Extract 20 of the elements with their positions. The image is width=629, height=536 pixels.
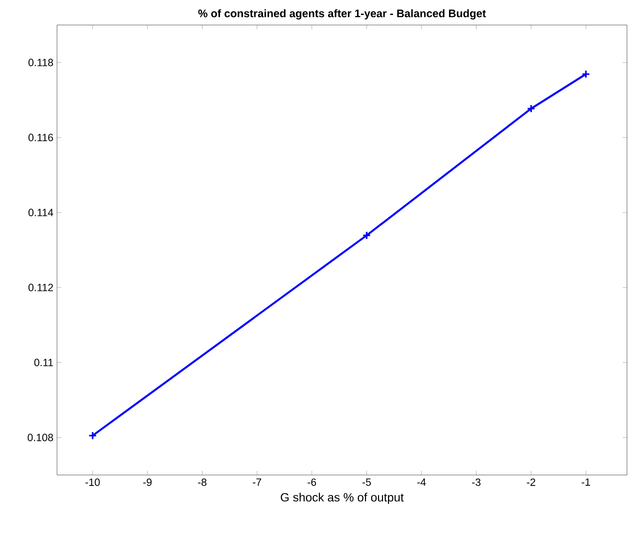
x-tick-label: -2 [526, 478, 536, 486]
x-tick-label: -10 [86, 478, 100, 486]
y-tick-label: 0.114 [28, 208, 54, 216]
point [362, 231, 371, 240]
y-tick-label: 0.118 [28, 58, 54, 66]
x-tick-label: -9 [143, 478, 152, 486]
x-tick-label: -7 [252, 478, 262, 486]
x-axis-title: G shock as % of output [280, 492, 404, 504]
y-tick-label: 0.116 [28, 134, 54, 142]
x-tick-label: -3 [472, 478, 480, 486]
x-tick-label: -4 [417, 478, 426, 486]
x-tick-label: -8 [198, 478, 206, 486]
x-tick-label: -6 [308, 478, 316, 486]
y-tick-label: 0.108 [28, 434, 54, 442]
point [526, 104, 536, 113]
chart-title: % of constrained agents after 1-year - Balanced Budget [198, 9, 486, 20]
x-tick-label: -5 [362, 478, 371, 486]
y-tick-label: 0.112 [28, 284, 53, 292]
x-tick-label: -1 [582, 478, 590, 486]
y-tick-label: 0.11 [34, 358, 53, 366]
